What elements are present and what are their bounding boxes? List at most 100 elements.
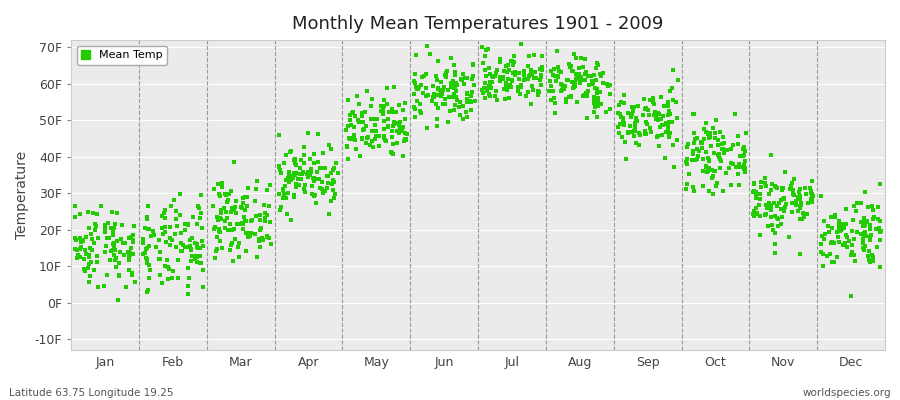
Point: [289, 162, 303, 168]
Point: [842, 238, 856, 244]
Point: [82, 252, 96, 258]
Point: [508, 72, 522, 78]
Point: [865, 257, 879, 264]
Point: [868, 226, 883, 232]
Point: [212, 226, 226, 232]
Point: [262, 235, 276, 242]
Point: [215, 180, 230, 186]
Point: [797, 185, 812, 191]
Point: [139, 255, 153, 261]
Point: [387, 84, 401, 90]
Point: [90, 253, 104, 259]
Point: [576, 64, 590, 70]
Point: [325, 180, 339, 187]
Point: [376, 111, 391, 118]
Point: [104, 248, 118, 255]
Point: [526, 87, 541, 94]
Point: [581, 73, 596, 79]
Point: [287, 156, 302, 162]
Point: [68, 246, 83, 252]
Point: [716, 150, 731, 156]
Point: [618, 156, 633, 162]
Point: [213, 210, 228, 216]
Point: [546, 87, 561, 94]
Point: [818, 230, 832, 237]
Point: [112, 272, 126, 278]
Point: [864, 203, 878, 209]
Point: [613, 121, 627, 128]
Point: [572, 64, 586, 71]
Point: [628, 122, 643, 129]
Point: [627, 103, 642, 110]
Point: [140, 214, 155, 220]
Point: [531, 91, 545, 97]
Point: [662, 118, 677, 125]
Point: [816, 218, 831, 224]
Point: [116, 240, 130, 246]
Point: [759, 183, 773, 190]
Point: [738, 158, 752, 164]
Point: [464, 89, 479, 96]
Point: [496, 76, 510, 82]
Point: [301, 130, 315, 136]
Point: [447, 62, 462, 68]
Point: [763, 202, 778, 208]
Point: [806, 193, 821, 199]
Point: [814, 249, 828, 255]
Point: [144, 233, 158, 239]
Point: [219, 192, 233, 199]
Point: [181, 244, 195, 251]
Point: [497, 68, 511, 74]
Point: [680, 160, 694, 167]
Point: [793, 186, 807, 192]
Point: [840, 244, 854, 250]
Point: [616, 122, 631, 128]
Point: [244, 230, 258, 236]
Point: [353, 153, 367, 159]
Point: [797, 214, 812, 220]
Point: [88, 220, 103, 227]
Point: [395, 127, 410, 134]
Point: [384, 109, 399, 115]
Point: [94, 202, 108, 209]
Point: [97, 228, 112, 235]
Point: [554, 81, 568, 87]
Point: [689, 156, 704, 163]
Point: [219, 209, 233, 215]
Point: [86, 210, 100, 216]
Point: [70, 252, 85, 258]
Point: [455, 71, 470, 78]
Point: [327, 195, 341, 201]
Point: [563, 62, 578, 69]
Point: [414, 82, 428, 88]
Point: [126, 238, 140, 245]
Point: [85, 231, 99, 237]
Point: [793, 251, 807, 257]
Point: [78, 234, 93, 240]
Point: [624, 114, 638, 120]
Point: [185, 214, 200, 220]
Point: [788, 198, 803, 204]
Point: [582, 81, 597, 88]
Point: [579, 90, 593, 96]
Point: [720, 147, 734, 153]
Point: [414, 110, 428, 116]
Point: [549, 78, 563, 84]
Point: [321, 211, 336, 218]
Point: [793, 200, 807, 206]
Point: [407, 104, 421, 110]
Point: [569, 55, 583, 61]
Point: [592, 88, 607, 95]
Point: [407, 77, 421, 84]
Point: [736, 152, 751, 158]
Point: [346, 132, 361, 138]
Point: [482, 79, 497, 85]
Point: [800, 199, 814, 206]
Point: [136, 240, 150, 246]
Point: [73, 235, 87, 242]
Point: [456, 103, 471, 109]
Point: [310, 159, 325, 166]
Point: [237, 214, 251, 220]
Point: [774, 220, 788, 227]
Point: [483, 85, 498, 92]
